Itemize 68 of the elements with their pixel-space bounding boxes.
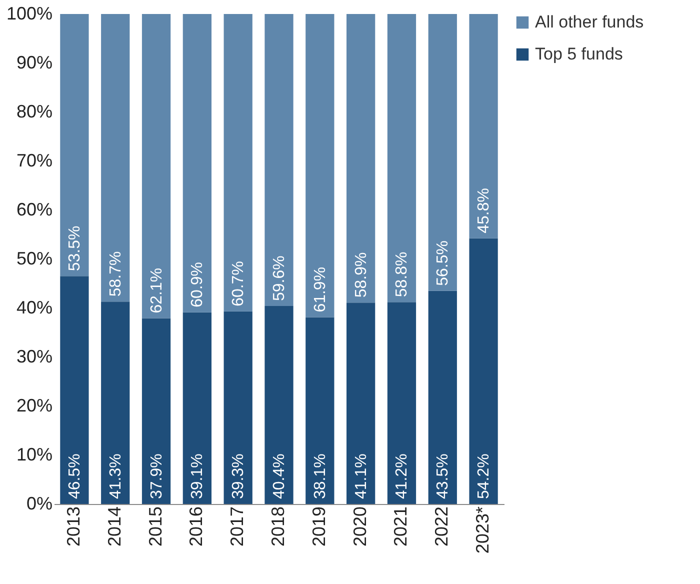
- bar: [346, 302, 376, 504]
- data-label: 58.7%: [107, 251, 124, 297]
- data-label: 46.5%: [66, 454, 84, 499]
- bar: [387, 302, 416, 504]
- bar: [346, 14, 376, 303]
- legend-label: All other funds: [535, 12, 644, 32]
- data-label: 58.9%: [352, 252, 370, 298]
- y-tick-label: 50%: [16, 248, 52, 268]
- data-label: 43.5%: [434, 454, 452, 499]
- data-label: 45.8%: [476, 188, 493, 234]
- data-label: 62.1%: [148, 268, 166, 314]
- x-tick-label: 2014: [104, 506, 124, 547]
- y-tick-label: 80%: [16, 102, 52, 122]
- data-label: 59.6%: [271, 256, 288, 302]
- bar: [101, 14, 130, 302]
- bar: [60, 276, 89, 504]
- bar: [182, 312, 212, 504]
- bar: [182, 14, 212, 312]
- x-tick-label: 2018: [268, 506, 288, 547]
- x-tick-label: 2023*: [472, 506, 493, 554]
- data-label: 56.5%: [434, 240, 452, 286]
- x-tick-label: 2017: [227, 506, 248, 547]
- legend-label: Top 5 funds: [535, 44, 623, 64]
- bar: [142, 14, 171, 318]
- y-tick-label: 60%: [16, 200, 52, 220]
- bar: [60, 14, 89, 276]
- x-tick-label: 2021: [390, 506, 411, 547]
- y-tick-label: 30%: [16, 346, 52, 366]
- bar: [428, 14, 457, 291]
- y-tick-label: 40%: [16, 298, 52, 318]
- data-label: 61.9%: [312, 266, 329, 312]
- bar: [469, 14, 498, 238]
- bar: [469, 238, 498, 504]
- data-label: 37.9%: [148, 454, 166, 499]
- y-tick-label: 0%: [26, 494, 52, 514]
- x-tick-label: 2019: [308, 506, 329, 547]
- x-tick-label: 2013: [63, 506, 84, 547]
- y-tick-label: 100%: [6, 4, 52, 24]
- x-tick-label: 2020: [350, 506, 370, 547]
- data-label: 39.1%: [189, 454, 206, 499]
- y-tick-label: 90%: [16, 52, 52, 72]
- bar: [387, 14, 416, 302]
- data-label: 41.2%: [394, 454, 411, 499]
- x-tick-label: 2016: [186, 506, 206, 547]
- y-tick-label: 20%: [16, 396, 52, 416]
- data-label: 38.1%: [312, 454, 329, 499]
- bar: [224, 14, 252, 312]
- data-label: 53.5%: [66, 226, 84, 272]
- bar: [428, 290, 457, 504]
- data-label: 54.2%: [476, 454, 493, 499]
- bar: [306, 14, 334, 318]
- data-label: 60.9%: [189, 262, 206, 308]
- data-label: 39.3%: [230, 454, 248, 499]
- bar: [101, 302, 130, 504]
- data-label: 41.1%: [352, 454, 370, 499]
- y-tick-label: 70%: [16, 150, 52, 170]
- x-tick-label: 2015: [145, 506, 166, 547]
- data-label: 58.8%: [394, 252, 411, 298]
- data-label: 40.4%: [271, 454, 288, 499]
- bar: [224, 311, 252, 504]
- bar: [264, 306, 294, 504]
- x-tick-label: 2022: [432, 506, 452, 547]
- data-label: 60.7%: [230, 261, 248, 306]
- bar: [306, 317, 334, 504]
- bar: [264, 14, 294, 306]
- y-tick-label: 10%: [16, 444, 52, 464]
- data-label: 41.3%: [107, 454, 124, 499]
- bar: [142, 318, 171, 504]
